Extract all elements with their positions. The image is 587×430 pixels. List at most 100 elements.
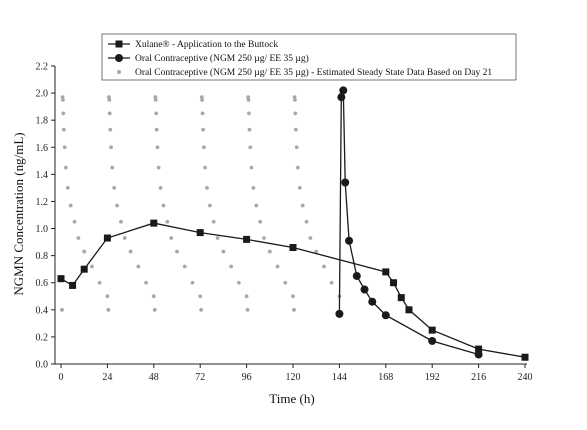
series-markers (57, 86, 529, 361)
plot-area (57, 86, 529, 361)
steady-state-point (308, 236, 313, 240)
steady-state-point (60, 307, 64, 312)
oral-point (360, 285, 369, 294)
xulane-point (397, 294, 405, 302)
steady-state-point (236, 280, 241, 285)
steady-state-point (205, 186, 209, 190)
steady-state-point (295, 165, 300, 170)
steady-state-point (297, 186, 302, 190)
oral-point (339, 86, 348, 95)
steady-state-point (229, 264, 234, 269)
steady-state-point (291, 294, 295, 299)
steady-state-point (76, 236, 81, 240)
oral-point (474, 350, 483, 359)
steady-state-point (267, 249, 272, 254)
steady-state-point (182, 264, 187, 269)
steady-state-point (61, 111, 66, 116)
steady-state-point (211, 219, 216, 224)
steady-state-point (247, 127, 252, 132)
steady-state-point (155, 145, 160, 150)
steady-state-point (112, 186, 117, 190)
steady-state-point (97, 280, 102, 285)
oral-point (428, 336, 437, 345)
steady-state-point (68, 203, 73, 208)
steady-state-point (82, 249, 87, 254)
steady-state-point (110, 165, 115, 170)
oral-point (352, 271, 361, 280)
oral-series-line (338, 90, 479, 356)
oral-point (341, 178, 350, 187)
x-tick-label: 144 (332, 372, 347, 383)
steady-state-point (153, 97, 158, 102)
steady-state-point (61, 97, 65, 102)
steady-state-point (283, 280, 288, 285)
oral-point (381, 311, 390, 320)
x-tick-label: 24 (102, 372, 112, 383)
legend-entry-steady-state: Oral Contraceptive (NGM 250 µg/ EE 35 µg… (117, 67, 492, 78)
steady-state-point (262, 236, 266, 240)
xulane-point (382, 268, 390, 276)
steady-state-point (63, 165, 68, 170)
steady-state-scatter-series (60, 95, 342, 312)
x-tick-label: 216 (471, 372, 486, 383)
axes: 0 24 48 72 96 120 144 168 192 216 240 0.0 0.2 0.4 0.6… (36, 62, 533, 384)
steady-state-point (165, 219, 170, 224)
y-tick-label: 0.4 (36, 305, 49, 316)
steady-state-point (293, 111, 298, 116)
xulane-point (521, 353, 529, 361)
steady-state-point (198, 294, 203, 299)
steady-state-point (108, 127, 113, 132)
legend-label-oral: Oral Contraceptive (NGM 250 µg/ EE 35 µg… (135, 53, 309, 64)
steady-state-point (248, 145, 253, 150)
x-tick-label: 48 (149, 372, 159, 383)
legend-label-steady-state: Oral Contraceptive (NGM 250 µg/ EE 35 µg… (135, 67, 492, 78)
legend-label-xulane: Xulane® - Application to the Buttock (135, 39, 278, 50)
steady-state-point (215, 236, 220, 240)
steady-state-point (201, 145, 206, 150)
steady-state-point (154, 127, 159, 132)
x-tick-label: 168 (378, 372, 393, 383)
steady-state-point (105, 294, 110, 299)
xulane-point (475, 345, 483, 353)
steady-state-point (190, 280, 195, 285)
xulane-point (69, 281, 77, 289)
legend-circle-marker (115, 54, 123, 62)
steady-state-point (258, 219, 263, 224)
steady-state-point (249, 165, 254, 170)
steady-state-point (294, 127, 298, 132)
steady-state-point (158, 186, 163, 190)
x-tick-label: 240 (518, 372, 533, 383)
xulane-point (80, 265, 88, 273)
steady-state-point (109, 145, 113, 150)
steady-state-point (314, 249, 319, 254)
legend-dot-marker (117, 70, 121, 74)
steady-state-point (90, 264, 94, 269)
steady-state-point (119, 219, 123, 224)
steady-state-point (300, 203, 305, 208)
steady-state-point (152, 307, 157, 312)
steady-state-point (107, 97, 112, 102)
steady-state-point (154, 111, 159, 116)
line-series (60, 90, 526, 358)
x-axis-title: Time (h) (269, 391, 314, 406)
xulane-series-line (60, 222, 526, 358)
steady-state-point (294, 145, 299, 150)
xulane-point (390, 279, 398, 287)
x-tick-label: 192 (425, 372, 440, 383)
xulane-point (243, 235, 251, 243)
steady-state-point (245, 307, 250, 312)
xulane-point (428, 326, 436, 334)
xulane-point (196, 229, 204, 237)
steady-state-point (275, 264, 280, 269)
legend: Xulane® - Application to the Buttock Ora… (101, 33, 517, 81)
steady-state-point (221, 249, 226, 254)
steady-state-point (293, 97, 297, 102)
xulane-point (103, 234, 111, 242)
legend-square-marker (115, 40, 123, 48)
oral-point (368, 297, 377, 306)
steady-state-point (106, 307, 111, 312)
y-tick-label: 1.4 (36, 170, 49, 181)
steady-state-point (156, 165, 161, 170)
x-tick-label: 0 (59, 372, 64, 383)
